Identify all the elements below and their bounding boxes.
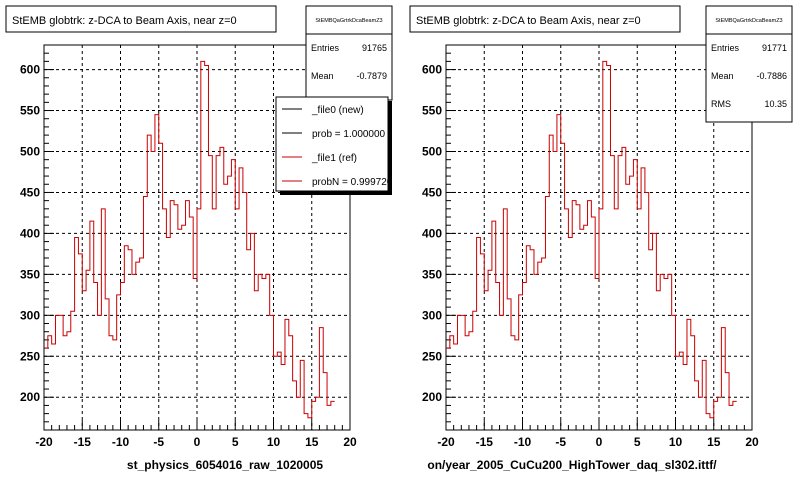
left-tick-label-y-0: 200 <box>20 390 40 404</box>
left-tick-label-x-6: 10 <box>267 435 281 449</box>
right-grid <box>446 45 752 430</box>
right-stats-box <box>705 5 793 123</box>
right-tick-label-y-8: 600 <box>422 63 442 77</box>
left-tick-label-x-5: 5 <box>232 435 239 449</box>
left-histogram-ref-series <box>44 60 335 419</box>
left-tick-label-x-1: -15 <box>74 435 92 449</box>
left-tick-label-y-2: 300 <box>20 308 40 322</box>
left-axis-ticks <box>43 44 351 430</box>
legend-box: _file0 (new) prob = 1.000000 _file1 (ref… <box>275 96 393 192</box>
right-tick-label-x-3: -5 <box>555 435 566 449</box>
left-tick-label-x-0: -20 <box>35 435 53 449</box>
right-tick-label-y-5: 450 <box>422 185 442 199</box>
left-tick-label-y-5: 450 <box>20 185 40 199</box>
left-caption: st_physics_6054016_raw_1020005 <box>127 458 323 472</box>
right-tick-label-x-6: 10 <box>669 435 683 449</box>
right-tick-label-x-4: 0 <box>596 435 603 449</box>
right-chart-title: StEMB globtrk: z-DCA to Beam Axis, near … <box>416 15 641 27</box>
right-stats-label-mean: Mean <box>711 71 734 81</box>
left-histogram-panel: StEMB globtrk: z-DCA to Beam Axis, near … <box>5 5 393 472</box>
left-tick-label-x-7: 15 <box>305 435 319 449</box>
left-tick-labels: -20 -15 -10 -5 0 5 10 15 20 200 250 300 350 400 450 500… <box>20 63 357 449</box>
right-tick-label-x-5: 5 <box>634 435 641 449</box>
right-caption: on/year_2005_CuCu200_HighTower_daq_sl302… <box>427 458 717 472</box>
left-tick-label-y-1: 250 <box>20 349 40 363</box>
right-tick-label-x-2: -10 <box>514 435 532 449</box>
right-stats-value-entries: 91771 <box>762 43 787 53</box>
left-chart-title: StEMB globtrk: z-DCA to Beam Axis, near … <box>12 15 237 27</box>
left-tick-label-y-3: 350 <box>20 267 40 281</box>
right-stats-name: StEMBQaGrtrkDcaBeamZ3 <box>715 18 782 24</box>
legend-entry-probn: probN = 0.999720 <box>312 177 393 188</box>
right-tick-label-y-2: 300 <box>422 308 442 322</box>
left-stats-label-entries: Entries <box>311 43 340 53</box>
left-tick-label-x-2: -10 <box>112 435 130 449</box>
right-tick-label-y-4: 400 <box>422 226 442 240</box>
right-stats-label-entries: Entries <box>711 43 740 53</box>
left-stats-value-mean: -0.7879 <box>356 71 387 81</box>
left-stats-name: StEMBQaGrtrkDcaBeamZ3 <box>315 18 382 24</box>
right-tick-label-x-7: 15 <box>707 435 721 449</box>
right-tick-label-y-0: 200 <box>422 390 442 404</box>
left-tick-label-x-3: -5 <box>153 435 164 449</box>
right-histogram-ref-series <box>446 60 737 419</box>
legend-background <box>275 96 389 192</box>
right-tick-label-x-8: 20 <box>745 435 759 449</box>
left-tick-label-x-4: 0 <box>194 435 201 449</box>
right-stats-value-mean: -0.7886 <box>756 71 787 81</box>
left-stats-value-entries: 91765 <box>362 43 387 53</box>
legend-entry-new: _file0 (new) <box>311 105 364 116</box>
right-stats-label-rms: RMS <box>711 99 731 109</box>
right-tick-label-x-0: -20 <box>437 435 455 449</box>
right-axis-ticks <box>445 44 753 430</box>
left-tick-label-y-7: 550 <box>20 104 40 118</box>
right-tick-labels: -20 -15 -10 -5 0 5 10 15 20 200 250 300 350 400 450 500… <box>422 63 759 449</box>
left-tick-label-y-4: 400 <box>20 226 40 240</box>
left-stats-label-mean: Mean <box>311 71 334 81</box>
right-tick-label-x-1: -15 <box>476 435 494 449</box>
left-tick-label-y-6: 500 <box>20 144 40 158</box>
right-stats-value-rms: 10.35 <box>764 99 787 109</box>
right-title-box <box>409 5 681 33</box>
right-tick-label-y-1: 250 <box>422 349 442 363</box>
right-tick-label-y-6: 500 <box>422 144 442 158</box>
left-tick-label-x-8: 20 <box>343 435 357 449</box>
legend-entry-prob: prob = 1.000000 <box>312 129 386 140</box>
left-tick-label-y-8: 600 <box>20 63 40 77</box>
left-title-box <box>5 5 277 33</box>
right-tick-label-y-3: 350 <box>422 267 442 281</box>
legend-entry-ref: _file1 (ref) <box>311 153 357 164</box>
right-histogram-panel: StEMB globtrk: z-DCA to Beam Axis, near … <box>409 5 793 472</box>
right-tick-label-y-7: 550 <box>422 104 442 118</box>
